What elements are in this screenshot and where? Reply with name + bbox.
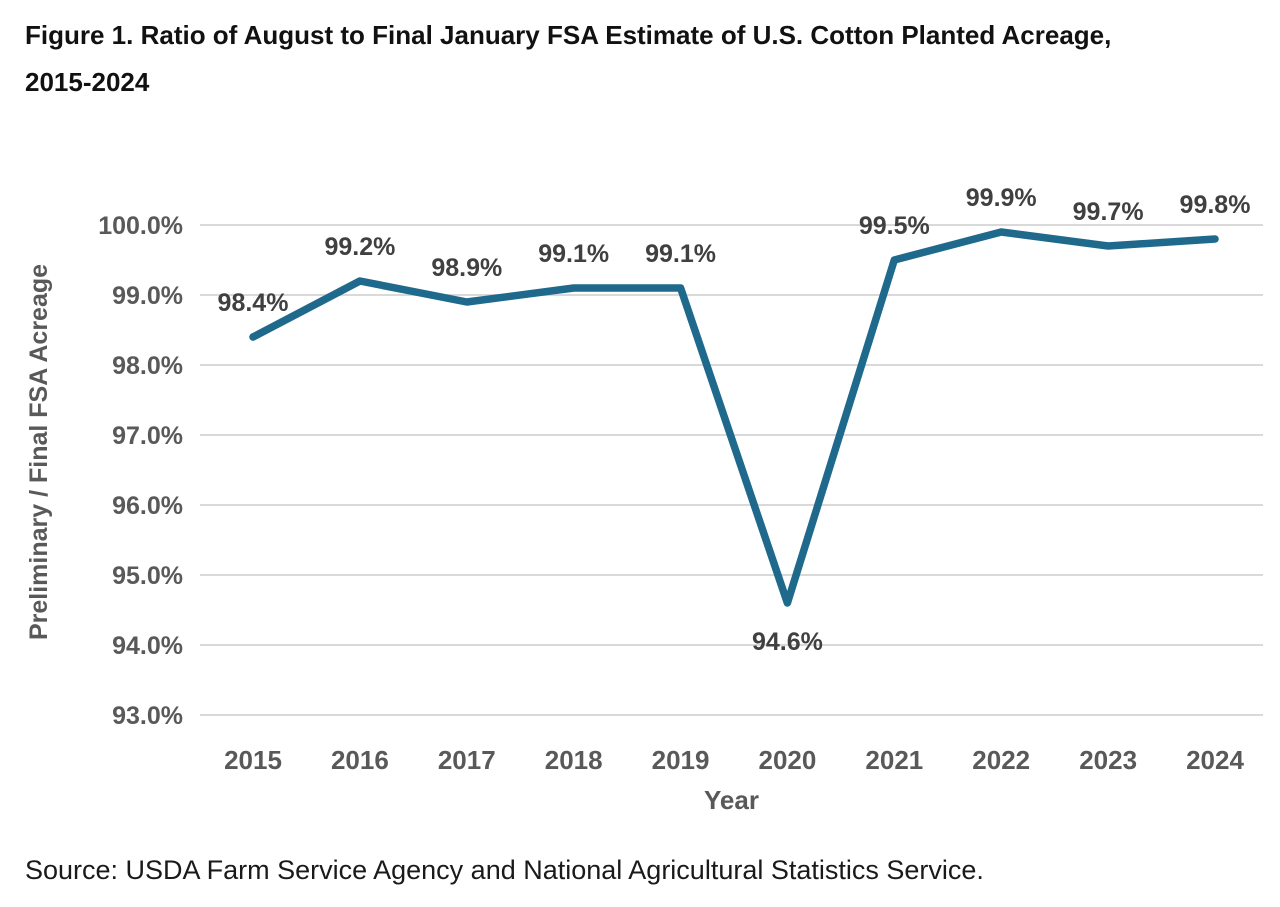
x-tick-label: 2018 [545,745,603,775]
data-point-label: 99.1% [645,240,716,268]
x-tick-label: 2015 [224,745,282,775]
y-axis-title: Preliminary / Final FSA Acreage [25,264,53,640]
y-tick-label: 97.0% [112,422,183,450]
data-point-label: 98.9% [431,254,502,282]
data-point-label: 99.8% [1180,191,1251,219]
figure-title-line1: Figure 1. Ratio of August to Final Janua… [25,20,1112,50]
y-tick-label: 98.0% [112,352,183,380]
data-point-labels: 98.4% 99.2% 98.9% 99.1% 99.1% 94.6% 99.5% 99.9%… [218,184,1251,656]
x-tick-label: 2024 [1186,745,1244,775]
figure-title-line2: 2015-2024 [25,67,150,97]
data-point-label: 99.1% [538,240,609,268]
x-tick-label: 2016 [331,745,389,775]
y-tick-label: 93.0% [112,702,183,730]
x-tick-label: 2022 [972,745,1030,775]
y-axis-tick-labels: 100.0% 99.0% 98.0% 97.0% 96.0% 95.0% 94.0% 93.0… [98,212,183,730]
y-tick-label: 95.0% [112,562,183,590]
data-point-label: 98.4% [218,289,289,317]
data-point-label: 99.2% [324,233,395,261]
y-tick-label: 96.0% [112,492,183,520]
y-tick-label: 94.0% [112,632,183,660]
source-note: Source: USDA Farm Service Agency and Nat… [25,855,984,885]
x-axis-tick-labels: 2015 2016 2017 2018 2019 2020 2021 2022 2023 2024 [224,745,1244,775]
x-tick-label: 2021 [865,745,923,775]
x-tick-label: 2019 [652,745,710,775]
data-point-label: 99.5% [859,212,930,240]
gridlines [200,224,1263,716]
figure-title: Figure 1. Ratio of August to Final Janua… [25,12,1265,106]
x-axis-title: Year [704,785,759,815]
data-point-label: 99.9% [966,184,1037,212]
x-tick-label: 2023 [1079,745,1137,775]
series-line [249,228,1219,607]
data-point-label: 99.7% [1073,198,1144,226]
y-tick-label: 99.0% [112,282,183,310]
x-tick-label: 2020 [759,745,817,775]
data-point-label: 94.6% [752,628,823,656]
y-tick-label: 100.0% [98,212,183,240]
x-tick-label: 2017 [438,745,496,775]
